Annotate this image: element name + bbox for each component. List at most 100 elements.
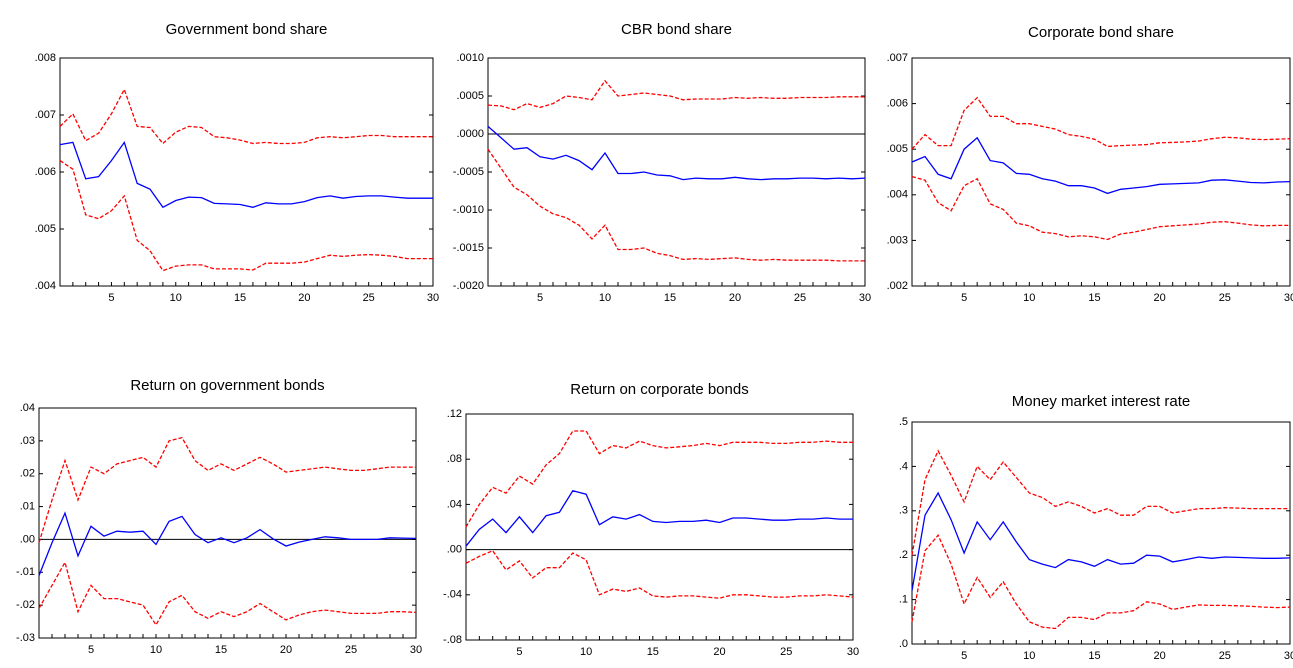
- series-line-upper: [487, 79, 865, 111]
- y-tick-label: .008: [35, 52, 56, 64]
- chart-title: Return on government bonds: [130, 377, 324, 394]
- y-tick-label: .0000: [456, 128, 484, 140]
- plot-frame: [465, 413, 854, 641]
- x-tick-label: 30: [1284, 650, 1293, 662]
- y-tick-label: .004: [887, 189, 908, 201]
- x-tick-label: 10: [150, 644, 162, 656]
- y-tick-label: -.03: [16, 632, 35, 644]
- plot-frame: [38, 407, 417, 639]
- x-tick-label: 30: [859, 292, 871, 304]
- x-tick-label: 25: [1219, 292, 1231, 304]
- series-line-lower: [911, 533, 1291, 630]
- chart-panel-6: Money market interest rate .0 .1 .2 .3 .4 .5 5 1…: [899, 393, 1293, 662]
- y-tick-label: -.0010: [453, 204, 484, 216]
- x-tick-label: 5: [961, 650, 967, 662]
- x-tick-label: 20: [1154, 292, 1166, 304]
- x-tick-label: 15: [664, 292, 676, 304]
- y-tick-label: .1: [899, 594, 908, 606]
- x-tick-label: 5: [108, 292, 114, 304]
- x-tick-label: 25: [1219, 650, 1231, 662]
- y-tick-label: .02: [20, 468, 35, 480]
- x-tick-label: 10: [170, 292, 182, 304]
- chart-title: Return on corporate bonds: [570, 381, 748, 398]
- y-tick-label: .2: [899, 549, 908, 561]
- plot-frame: [911, 57, 1291, 287]
- x-tick-label: 15: [215, 644, 227, 656]
- x-tick-label: 5: [516, 646, 522, 658]
- chart-panel-5: Return on corporate bonds -.08 -.04 .00 .04.…: [443, 381, 859, 658]
- series-line-response: [487, 125, 866, 181]
- x-tick-label: 25: [780, 646, 792, 658]
- x-tick-label: 20: [1154, 650, 1166, 662]
- x-tick-label: 15: [234, 292, 246, 304]
- y-tick-label: .00: [20, 533, 35, 545]
- x-tick-label: 30: [1284, 292, 1293, 304]
- x-tick-label: 10: [1023, 650, 1035, 662]
- y-tick-label: .003: [887, 234, 908, 246]
- chart-panel-2: CBR bond share -.0020 -.0015 -.0010 -.0005 .0…: [453, 21, 871, 304]
- y-tick-label: .00: [447, 544, 462, 556]
- x-tick-label: 25: [363, 292, 375, 304]
- plot-frame: [487, 57, 866, 287]
- y-tick-label: .0005: [456, 90, 484, 102]
- y-tick-label: .12: [447, 408, 462, 420]
- x-tick-label: 5: [88, 644, 94, 656]
- series-line-upper: [38, 436, 416, 543]
- x-tick-label: 5: [961, 292, 967, 304]
- x-tick-label: 20: [298, 292, 310, 304]
- y-tick-label: .005: [35, 223, 56, 235]
- y-tick-label: -.0005: [453, 166, 484, 178]
- x-tick-label: 25: [345, 644, 357, 656]
- series-line-response: [38, 511, 417, 576]
- y-tick-label: .007: [35, 109, 56, 121]
- y-tick-label: .005: [887, 143, 908, 155]
- y-tick-label: .08: [447, 453, 462, 465]
- x-tick-label: 30: [847, 646, 859, 658]
- x-tick-label: 10: [580, 646, 592, 658]
- x-tick-label: 25: [794, 292, 806, 304]
- y-tick-label: -.02: [16, 599, 35, 611]
- x-tick-label: 10: [599, 292, 611, 304]
- y-tick-label: .006: [887, 98, 908, 110]
- y-tick-label: -.0020: [453, 280, 484, 292]
- series-line-lower: [911, 175, 1290, 241]
- y-tick-label: .03: [20, 435, 35, 447]
- x-tick-label: 15: [1088, 650, 1100, 662]
- y-tick-label: -.0015: [453, 242, 484, 254]
- y-tick-label: .0: [899, 638, 908, 650]
- x-tick-label: 30: [427, 292, 439, 304]
- chart-panel-3: Corporate bond share .002 .003 .004 .005 .006…: [887, 24, 1293, 304]
- y-tick-label: .3: [899, 505, 908, 517]
- y-tick-label: .007: [887, 52, 908, 64]
- y-tick-label: .006: [35, 166, 56, 178]
- y-tick-label: -.04: [443, 589, 462, 601]
- y-tick-label: .04: [20, 402, 35, 414]
- series-line-response: [59, 140, 433, 209]
- series-line-lower: [38, 560, 417, 627]
- chart-title: Money market interest rate: [1012, 393, 1190, 410]
- x-tick-label: 10: [1023, 292, 1035, 304]
- chart-title: Government bond share: [166, 21, 328, 38]
- x-tick-label: 20: [280, 644, 292, 656]
- chart-title: CBR bond share: [621, 21, 732, 38]
- x-tick-label: 20: [713, 646, 725, 658]
- x-tick-label: 30: [410, 644, 422, 656]
- y-tick-label: .4: [899, 460, 908, 472]
- y-tick-label: .002: [887, 280, 908, 292]
- series-line-upper: [911, 96, 1291, 150]
- chart-panel-4: Return on government bonds -.03 -.02 -.01 .0…: [16, 377, 422, 656]
- x-tick-label: 20: [729, 292, 741, 304]
- series-line-lower: [465, 549, 854, 599]
- y-tick-label: .01: [20, 500, 35, 512]
- plot-frame: [911, 421, 1291, 645]
- x-tick-label: 15: [1088, 292, 1100, 304]
- series-line-upper: [465, 430, 853, 528]
- series-line-response: [911, 136, 1291, 195]
- y-tick-label: .0010: [456, 52, 484, 64]
- series-line-response: [911, 491, 1291, 591]
- chart-panel-1: Government bond share .004 .005 .006 .007 .00…: [35, 21, 440, 304]
- y-tick-label: .5: [899, 416, 908, 428]
- x-tick-label: 15: [647, 646, 659, 658]
- series-line-response: [465, 490, 853, 547]
